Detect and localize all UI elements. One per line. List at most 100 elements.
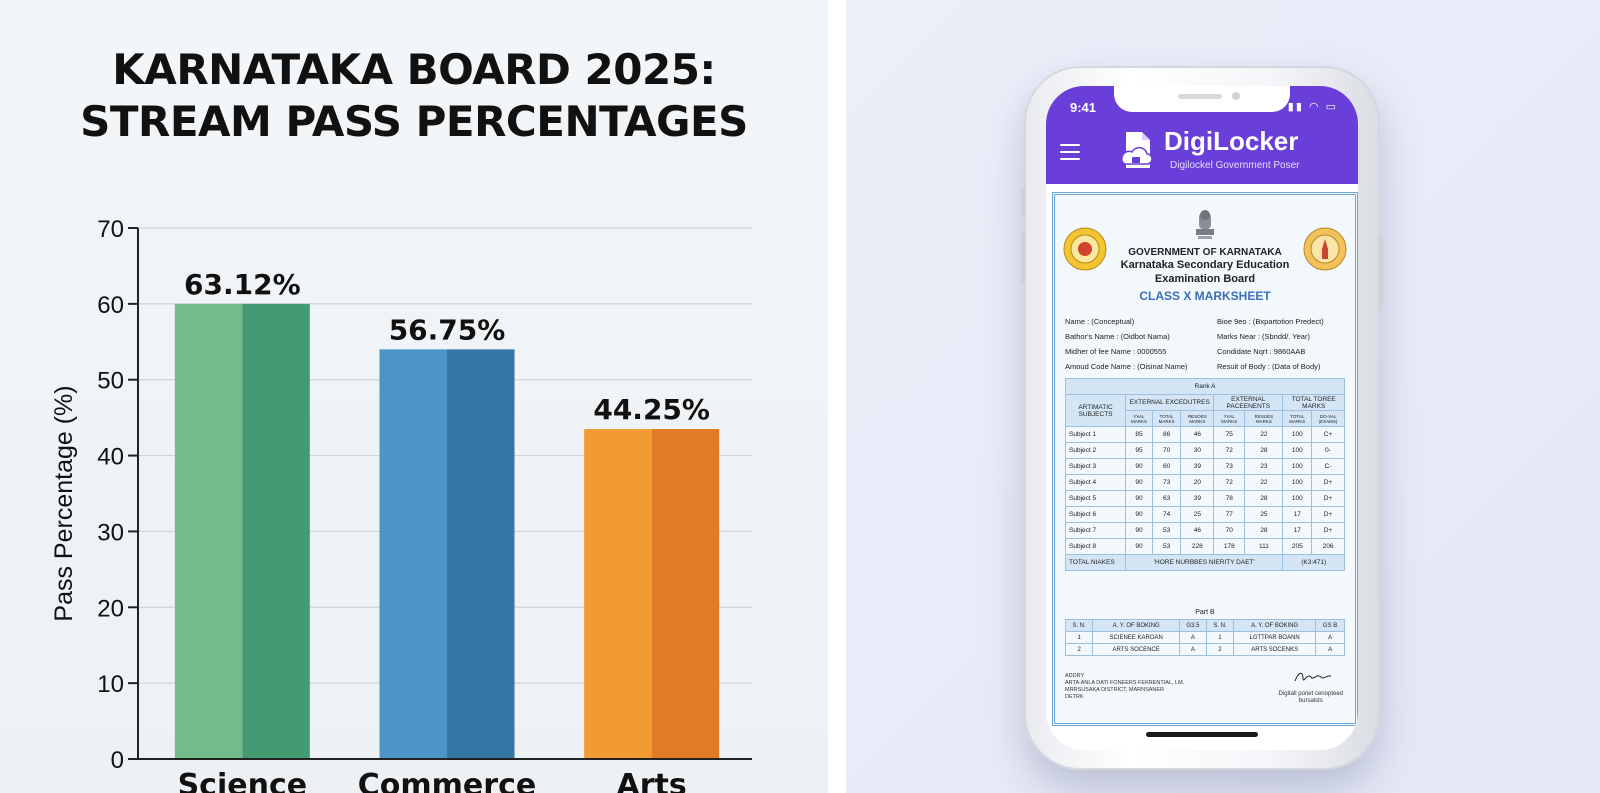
table-row: Subject 3 90 60 39 73 23 100 C- <box>1064 458 1345 475</box>
mark-cell: 53 <box>1151 538 1182 555</box>
mark-cell: 70 <box>1151 442 1182 459</box>
marks-table: Rank A ARTIMATIC SUBJECTS EXTERNAL EXCED… <box>1064 378 1345 571</box>
mark-cell: C+ <box>1311 426 1345 443</box>
subject-cell: Subject 6 <box>1064 506 1127 523</box>
mark-cell: 28 <box>1244 490 1284 507</box>
field-right-4: Resuit of Body : (Data of Body) <box>1217 362 1321 371</box>
address-line: MRRSUSAKA DISTRICT, MARNSANER <box>1065 687 1165 693</box>
power-button <box>1379 236 1383 306</box>
ashoka-emblem-icon <box>1196 210 1214 239</box>
field-right-3: Condidate Nqrt : 9860AAB <box>1217 347 1306 356</box>
mark-cell: D+ <box>1311 490 1345 507</box>
mark-cell: 90 <box>1125 538 1153 555</box>
menu-icon[interactable] <box>1060 144 1080 160</box>
mark-cell: 60 <box>1151 458 1182 475</box>
digilocker-logo-icon <box>1121 132 1153 168</box>
mark-cell: 74 <box>1151 506 1182 523</box>
y-tick-label: 60 <box>97 292 124 319</box>
mark-cell: 100 <box>1282 490 1313 507</box>
part-b-cell: 1 <box>1205 631 1235 644</box>
bar-arts-left <box>584 429 652 759</box>
mark-cell: 77 <box>1213 506 1246 523</box>
x-tick-label: Science <box>178 768 308 793</box>
home-indicator[interactable] <box>1146 732 1258 737</box>
footer-address: ADDRY ARTA:ANLA DATI FONEERS FEKRENTIAL,… <box>1065 673 1184 701</box>
mark-cell: 17 <box>1282 506 1313 523</box>
address-line: ARTA:ANLA DATI FONEERS FEKRENTIAL, LM. <box>1065 680 1185 686</box>
mark-cell: 228 <box>1180 538 1215 555</box>
field-left-1: Name : (Conceptual) <box>1065 317 1135 326</box>
sub-header: YVAL MARKS <box>1213 410 1246 427</box>
y-tick-label: 0 <box>111 747 124 774</box>
group-header-2: EXTERNAL PACEENENTS <box>1213 394 1284 411</box>
part-b-cell: ARTS SOCENCE <box>1092 643 1181 656</box>
part-b-header: A. Y. OF BOKING <box>1092 619 1181 632</box>
signature-caption: Digitall poriet cenopteed bursalsts <box>1279 691 1343 705</box>
mark-cell: 100 <box>1282 458 1313 475</box>
part-b-cell: 2 <box>1205 643 1235 656</box>
part-b-header: S. N. <box>1205 619 1235 632</box>
mark-cell: 46 <box>1180 426 1215 443</box>
mark-cell: 90 <box>1125 474 1153 491</box>
mark-cell: 46 <box>1180 522 1215 539</box>
mark-cell: 28 <box>1244 442 1284 459</box>
chart-title-line-2: STREAM PASS PERCENTAGES <box>80 97 748 146</box>
mark-cell: 206 <box>1311 538 1345 555</box>
mark-cell: C- <box>1311 458 1345 475</box>
table-row: Subject 7 90 53 46 70 28 17 D+ <box>1064 522 1345 539</box>
sub-header: DO-VAL (EXAMS) <box>1311 410 1345 427</box>
mark-cell: 100 <box>1282 442 1313 459</box>
subject-cell: Subject 7 <box>1064 522 1127 539</box>
part-b-header: GS B <box>1315 619 1345 632</box>
subject-cell: Subject 8 <box>1064 538 1127 555</box>
mark-cell: 25 <box>1244 506 1284 523</box>
phone-frame: 9:41 ▮▮ ◠ ▭ DigiLocker Digilockel Govern… <box>1021 66 1383 770</box>
total-value: (K3:471) <box>1282 554 1345 571</box>
part-b-cell: LGTTPAR BOANN <box>1233 631 1317 644</box>
status-icons: ▮▮ ◠ ▭ <box>1287 101 1338 113</box>
mark-cell: 23 <box>1244 458 1284 475</box>
govt-line-3: Examination Board <box>1154 273 1256 285</box>
field-left-2: Bathor's Name : (Oidbot Nama) <box>1065 332 1170 341</box>
app-subtitle: Digilockel Government Poser <box>1170 160 1300 171</box>
bar-science-left <box>174 303 243 759</box>
group-header-1: EXTERNAL EXCEDUTRES <box>1125 394 1215 411</box>
part-b-cell: A <box>1179 643 1207 656</box>
signature-caption-line: Digitall poriet cenopteed <box>1278 691 1343 697</box>
sub-header: RESOES MARKS <box>1180 410 1215 427</box>
marks-table-body: Subject 1 85 86 46 75 22 100 C+ Subject 2 95 70 30 7… <box>1064 426 1345 555</box>
mark-cell: 28 <box>1244 522 1284 539</box>
subjects-header: ARTIMATIC SUBJECTS <box>1064 394 1127 427</box>
y-tick-label: 10 <box>97 671 124 698</box>
board-seal-icon <box>1303 227 1347 271</box>
marksheet-title: CLASS X MARKSHEET <box>1139 289 1271 303</box>
mark-cell: 90 <box>1125 458 1153 475</box>
field-right-1: Bioe 9eo : (Bxpartotion Predect) <box>1217 317 1324 326</box>
part-b-row: 2 ARTS SOCENCE A 2 ARTS SOCENKS A <box>1064 643 1345 656</box>
mark-cell: 111 <box>1244 538 1284 555</box>
panel-divider <box>828 0 846 793</box>
mark-cell: 53 <box>1151 522 1182 539</box>
mark-cell: 86 <box>1151 426 1182 443</box>
field-left-4: Amoud Code Name : (Oisinat Name) <box>1065 362 1188 371</box>
signature-caption-line: bursalsts <box>1298 698 1323 704</box>
mark-cell: 25 <box>1180 506 1215 523</box>
mark-cell: 100 <box>1282 474 1313 491</box>
mark-cell: 90 <box>1125 506 1153 523</box>
sub-header: YVAL MARKS <box>1125 410 1153 427</box>
mark-cell: 178 <box>1213 538 1246 555</box>
field-left-3: Midher of fee Name : 0000555 <box>1065 347 1167 356</box>
y-tick-label: 30 <box>97 519 124 546</box>
subject-cell: Subject 1 <box>1064 426 1127 443</box>
bar-commerce-left <box>379 349 447 759</box>
bar-arts-right <box>651 429 720 759</box>
address-line: ADDRY <box>1065 673 1085 679</box>
table-group-header-row: ARTIMATIC SUBJECTS EXTERNAL EXCEDUTRES E… <box>1064 394 1345 427</box>
app-header: 9:41 ▮▮ ◠ ▭ DigiLocker Digilockel Govern… <box>1046 86 1358 184</box>
mark-cell: 90 <box>1125 490 1153 507</box>
table-row: Subject 6 90 74 25 77 25 17 D+ <box>1064 506 1345 523</box>
table-row: Subject 1 85 86 46 75 22 100 C+ <box>1064 426 1345 443</box>
part-b-header-row: S. N. A. Y. OF BOKING G3.5 S. N. A. Y. O… <box>1064 619 1345 632</box>
app-title: DigiLocker <box>1164 126 1299 156</box>
part-b-cell: A <box>1315 643 1345 656</box>
